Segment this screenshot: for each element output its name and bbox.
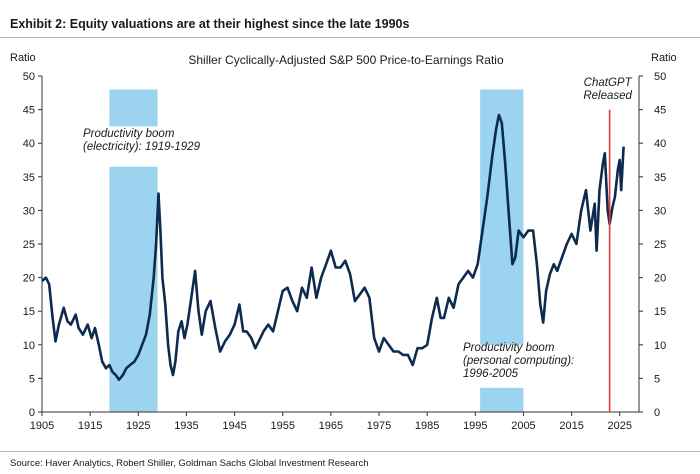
shaded-periods — [109, 89, 524, 412]
title-divider — [0, 37, 700, 38]
y-tick-label-left: 20 — [23, 273, 35, 285]
chart-title: Shiller Cyclically-Adjusted S&P 500 Pric… — [188, 53, 504, 67]
y-tick-label-right: 50 — [654, 71, 666, 83]
productivity-boom-label: 1996-2005 — [463, 368, 519, 380]
y-tick-label-right: 35 — [654, 172, 666, 184]
y-tick-label-left: 30 — [23, 205, 35, 217]
y-tick-label-left: 0 — [29, 407, 35, 419]
y-tick-label-left: 40 — [23, 138, 35, 150]
productivity-boom-label: (electricity): 1919-1929 — [83, 141, 201, 153]
x-tick-label: 1965 — [319, 420, 343, 432]
shaded-period-band — [109, 89, 158, 127]
shaded-period-band — [480, 387, 524, 412]
series-lines — [41, 113, 625, 381]
y-axis-label-right: Ratio — [651, 52, 677, 64]
x-tick-label: 1925 — [126, 420, 150, 432]
y-tick-label-left: 10 — [23, 340, 35, 352]
y-tick-label-right: 5 — [654, 373, 660, 385]
productivity-boom-label: (personal computing): — [463, 355, 574, 367]
x-tick-label: 1955 — [270, 420, 294, 432]
x-tick-label: 2025 — [607, 420, 631, 432]
y-tick-label-left: 5 — [29, 373, 35, 385]
x-tick-label: 1975 — [367, 420, 391, 432]
y-tick-label-left: 35 — [23, 172, 35, 184]
productivity-boom-label: Productivity boom — [463, 342, 555, 354]
y-tick-label-right: 20 — [654, 273, 666, 285]
x-tick-label: 1995 — [463, 420, 487, 432]
y-tick-label-left: 50 — [23, 71, 35, 83]
y-tick-label-right: 30 — [654, 205, 666, 217]
chatgpt-release-label: Released — [583, 90, 632, 102]
x-tick-label: 2015 — [559, 420, 583, 432]
y-tick-label-right: 25 — [654, 239, 666, 251]
source-divider — [0, 451, 700, 452]
cape-ratio-line — [41, 113, 625, 381]
x-tick-label: 1915 — [78, 420, 102, 432]
shaded-period-band — [109, 166, 158, 412]
x-tick-label: 1935 — [174, 420, 198, 432]
x-tick-label: 1905 — [30, 420, 54, 432]
x-tick-label: 1945 — [222, 420, 246, 432]
source-note: Source: Haver Analytics, Robert Shiller,… — [10, 458, 369, 469]
exhibit-title: Exhibit 2: Equity valuations are at thei… — [10, 17, 410, 31]
y-tick-label-left: 15 — [23, 306, 35, 318]
y-tick-label-left: 25 — [23, 239, 35, 251]
x-tick-label: 1985 — [415, 420, 439, 432]
y-tick-label-right: 0 — [654, 407, 660, 419]
x-tick-label: 2005 — [511, 420, 535, 432]
y-tick-label-right: 40 — [654, 138, 666, 150]
y-tick-label-right: 45 — [654, 105, 666, 117]
y-tick-label-right: 15 — [654, 306, 666, 318]
y-axis-label-left: Ratio — [10, 52, 36, 64]
y-tick-label-left: 45 — [23, 105, 35, 117]
y-tick-label-right: 10 — [654, 340, 666, 352]
chatgpt-release-label: ChatGPT — [584, 77, 633, 89]
productivity-boom-label: Productivity boom — [83, 128, 175, 140]
